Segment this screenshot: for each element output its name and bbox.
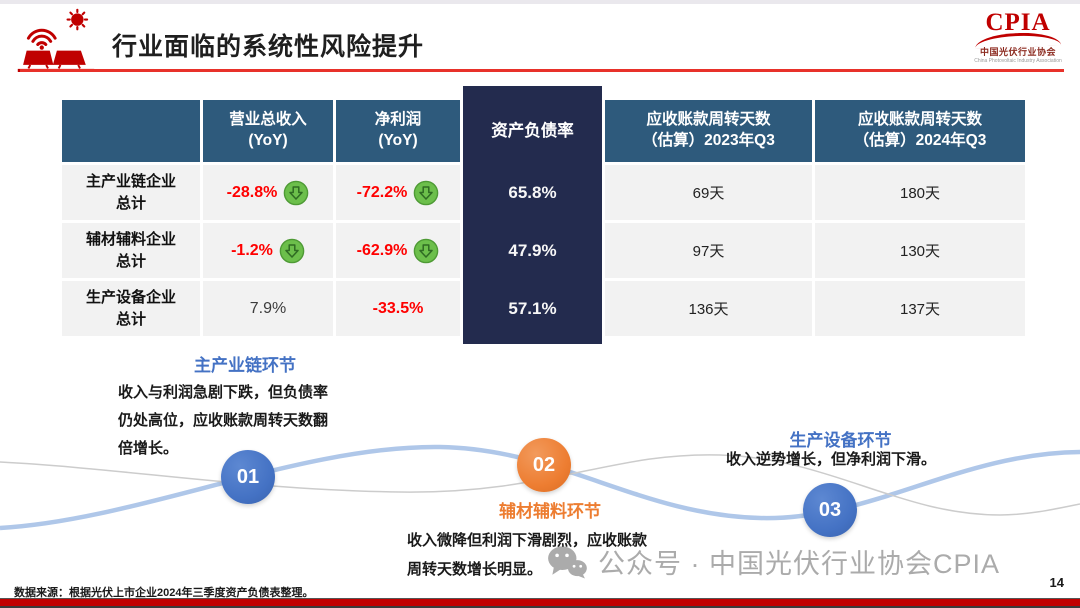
section-body-equipment: 收入逆势增长，但净利润下滑。 [726, 451, 937, 468]
cpia-logo-cn-name: 中国光伏行业协会 [979, 47, 1056, 57]
watermark-text: 公众号 · 中国光伏行业协会CPIA [598, 549, 1001, 579]
page-number: 14 [1049, 575, 1064, 590]
row-label-equipment: 生产设备企业 总计 [62, 281, 200, 336]
table-cell-profit-auxiliary: -62.9% [336, 223, 460, 278]
bottom-red-bar [0, 598, 1080, 606]
row-label-auxiliary: 辅材辅料企业 总计 [62, 223, 200, 278]
section-title-main-chain: 主产业链环节 [194, 356, 296, 375]
profit-value: -62.9% [356, 241, 408, 259]
debt-ratio-highlight-column [463, 86, 602, 344]
step-badge-02: 02 [517, 438, 571, 492]
col-header-debt-ratio: 资产负债率 [491, 121, 574, 140]
col-header-days-2024: 应收账款周转天数 （估算）2024年Q3 [815, 100, 1025, 162]
wechat-watermark: 公众号 · 中国光伏行业协会CPIA [546, 542, 1000, 581]
days-2023-value: 97天 [605, 223, 812, 278]
debt-ratio-value: 57.1% [508, 298, 557, 318]
page-title: 行业面临的系统性风险提升 [112, 33, 425, 61]
debt-ratio-value: 65.8% [508, 182, 557, 202]
section-title-equipment: 生产设备环节 [789, 431, 892, 450]
down-arrow-icon [414, 180, 439, 205]
revenue-value: -1.2% [231, 241, 273, 259]
down-arrow-icon [414, 238, 439, 263]
debt-ratio-value: 47.9% [508, 240, 557, 260]
days-2023-value: 136天 [605, 281, 812, 336]
financial-table: 营业总收入 (YoY) 净利润 (YoY) 资产负债率 应收账款周转天数 （估算… [62, 100, 1025, 336]
step-badge-03: 03 [803, 483, 857, 537]
days-2024-value: 137天 [815, 281, 1025, 336]
title-underline [20, 69, 1064, 72]
cpia-logo-en-name: China Photovoltaic Industry Association [974, 58, 1062, 64]
solar-panel-icon [16, 8, 96, 77]
down-arrow-icon [279, 238, 305, 263]
section-title-auxiliary: 辅材辅料环节 [499, 502, 601, 521]
table-cell-revenue-auxiliary: -1.2% [203, 223, 333, 278]
wechat-icon [548, 545, 587, 579]
profit-value: -72.2% [356, 183, 408, 201]
table-cell-profit-main-chain: -72.2% [336, 165, 460, 220]
col-header-row-label [62, 100, 200, 162]
col-header-days-2023: 应收账款周转天数 （估算）2023年Q3 [605, 100, 812, 162]
row-label-main-chain: 主产业链企业 总计 [62, 165, 200, 220]
cpia-logo-text: CPIA [985, 9, 1051, 36]
section-body-auxiliary: 收入微降但利润下滑剧烈，应收账款 周转天数增长明显。 [407, 532, 648, 578]
days-2024-value: 180天 [815, 165, 1025, 220]
data-source-note: 数据来源：根据光伏上市企业2024年三季度资产负债表整理。 [14, 587, 314, 599]
cpia-logo: CPIA 中国光伏行业协会 China Photovoltaic Industr… [972, 10, 1064, 64]
top-strip [0, 0, 1080, 4]
revenue-value: 7.9% [203, 281, 333, 336]
down-arrow-icon [284, 180, 309, 205]
step-badge-01: 01 [221, 450, 275, 504]
profit-value: -33.5% [336, 281, 460, 336]
bottom-edge-line [0, 606, 1080, 608]
table-cell-revenue-main-chain: -28.8% [203, 165, 333, 220]
days-2023-value: 69天 [605, 165, 812, 220]
col-header-revenue: 营业总收入 (YoY) [203, 100, 333, 162]
col-header-profit: 净利润 (YoY) [336, 100, 460, 162]
days-2024-value: 130天 [815, 223, 1025, 278]
revenue-value: -28.8% [226, 183, 278, 201]
